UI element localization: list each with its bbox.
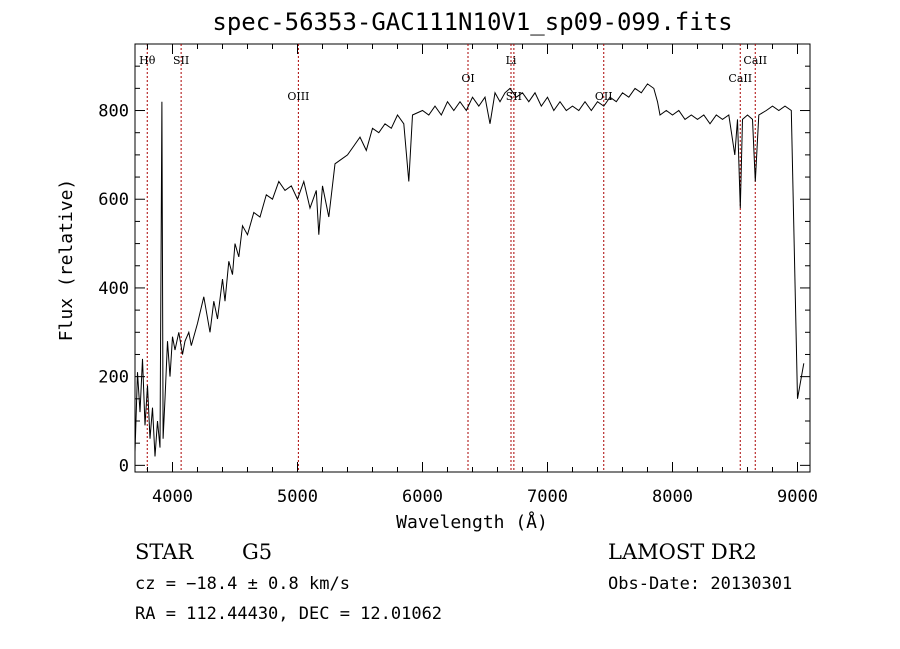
chart-title: spec-56353-GAC111N10V1_sp09-099.fits — [212, 8, 733, 36]
redshift-velocity: cz = −18.4 ± 0.8 km/s — [135, 574, 350, 594]
survey-name: LAMOST DR2 — [608, 540, 757, 564]
x-axis-ticks: 4000 5000 6000 7000 8000 9000 — [147, 44, 818, 507]
y-tick-label: 600 — [98, 190, 129, 210]
line-markers — [146, 44, 756, 472]
x-tick-label: 9000 — [777, 487, 818, 507]
x-tick-label: 8000 — [652, 487, 693, 507]
plot-frame — [134, 43, 811, 473]
spectrum-line — [134, 83, 805, 457]
coordinates: RA = 112.44430, DEC = 12.01062 — [135, 604, 443, 624]
x-axis-label: Wavelength (Å) — [396, 511, 548, 533]
x-tick-label: 5000 — [277, 487, 318, 507]
line-marker-label: SII — [506, 90, 522, 103]
line-marker-label: SII — [173, 54, 189, 67]
line-marker-label: OIII — [287, 90, 309, 103]
object-class: STAR — [135, 540, 194, 564]
line-marker-label: CaII — [728, 72, 752, 85]
y-tick-label: 400 — [98, 279, 129, 299]
observation-date: Obs-Date: 20130301 — [608, 574, 793, 594]
y-tick-label: 200 — [98, 368, 129, 388]
x-tick-label: 4000 — [152, 487, 193, 507]
line-marker-label: Hθ — [139, 54, 156, 67]
object-subclass: G5 — [242, 540, 273, 564]
y-tick-label: 0 — [119, 456, 129, 476]
x-tick-label: 6000 — [402, 487, 443, 507]
line-marker-label: OI — [461, 72, 474, 85]
line-marker-label: OII — [595, 90, 613, 103]
y-axis-label: Flux (relative) — [56, 179, 77, 342]
line-marker-labels: Hθ SII OIII OI Li SII OII CaII CaII — [139, 54, 767, 103]
line-marker-label: CaII — [743, 54, 767, 67]
x-tick-label: 7000 — [527, 487, 568, 507]
y-axis-ticks: 0 200 400 600 800 — [98, 65, 810, 476]
line-marker-label: Li — [506, 54, 517, 67]
y-tick-label: 800 — [98, 102, 129, 122]
